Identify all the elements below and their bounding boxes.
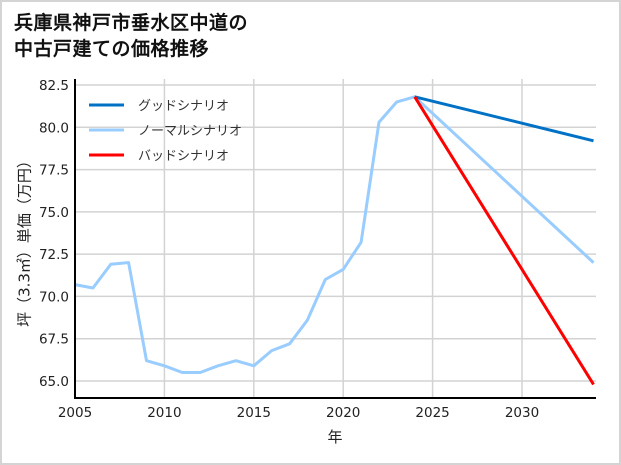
x-tick-label: 2005 xyxy=(58,405,92,421)
y-tick-label: 82.5 xyxy=(39,78,69,94)
title-line-1: 兵庫県神戸市垂水区中道の xyxy=(14,12,249,34)
x-tick-label: 2015 xyxy=(237,405,271,421)
series-line xyxy=(74,95,595,374)
y-tick-label: 70.0 xyxy=(39,289,69,305)
x-tick-label: 2030 xyxy=(505,405,539,421)
chart-title: 兵庫県神戸市垂水区中道の 中古戸建ての価格推移 xyxy=(14,10,248,62)
x-tick-label: 2010 xyxy=(147,405,181,421)
grid-lines xyxy=(75,79,596,398)
y-tick-label: 75.0 xyxy=(39,205,69,221)
axes xyxy=(74,79,596,399)
y-tick-label: 67.5 xyxy=(39,332,69,348)
y-tick-label: 77.5 xyxy=(39,163,69,179)
series-line xyxy=(413,96,595,386)
axis-ticks: 65.0 67.5 70.0 72.5 75.0 77.5 80.0 82.5 2005 2010… xyxy=(39,78,539,421)
y-tick-label: 72.5 xyxy=(39,247,69,263)
series-line xyxy=(414,95,594,143)
legend-label: バッドシナリオ xyxy=(138,149,229,164)
x-tick-label: 2025 xyxy=(415,405,449,421)
x-axis-label: 年 xyxy=(327,428,343,446)
y-tick-label: 65.0 xyxy=(39,374,69,390)
title-line-2: 中古戸建ての価格推移 xyxy=(14,38,210,60)
legend-label: ノーマルシナリオ xyxy=(138,124,242,139)
y-tick-label: 80.0 xyxy=(39,120,69,136)
series-lines xyxy=(74,95,595,386)
x-tick-label: 2020 xyxy=(326,405,360,421)
legend-label: グッドシナリオ xyxy=(138,99,229,114)
